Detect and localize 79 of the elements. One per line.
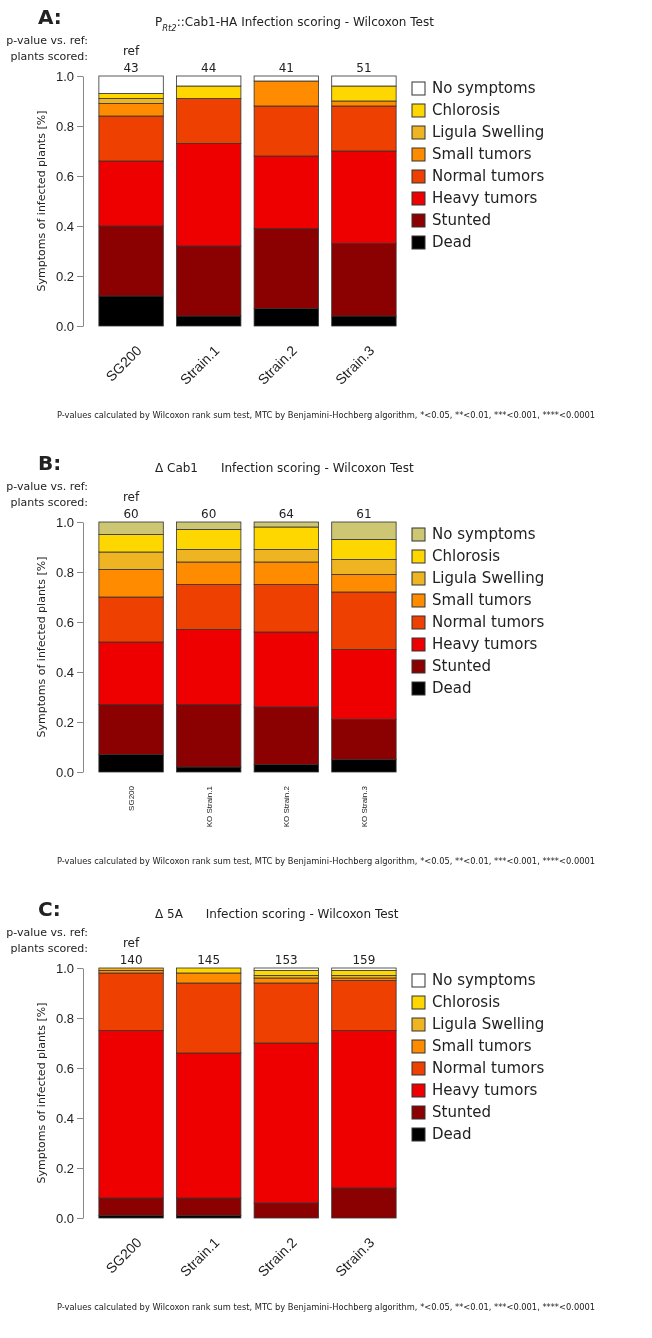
- text: 145: [197, 953, 221, 967]
- y-tick-label: 0.2: [55, 1160, 74, 1176]
- x-tick-label: SG200: [126, 785, 136, 811]
- text: 159: [352, 953, 376, 967]
- text: P-values calculated by Wilcoxon rank sum test, MTC by Benjamini-Hochberg algorithm, *<0.05, **<0.01, ***<0.001, ****<0.0001: [56, 856, 596, 866]
- legend-label: Chlorosis: [432, 547, 501, 565]
- y-tick-label: 0.8: [55, 118, 74, 134]
- legend-label: Ligula Swelling: [432, 569, 545, 587]
- text: C:: [38, 897, 61, 921]
- y-tick-label: 0.4: [55, 1110, 74, 1126]
- y-tick-label: 0.8: [55, 1010, 74, 1026]
- y-tick-label: 0.6: [55, 168, 74, 184]
- legend-label: Stunted: [432, 657, 492, 675]
- y-tick-label: 0.8: [55, 564, 74, 580]
- legend-label: Heavy tumors: [432, 189, 538, 207]
- text: 61: [356, 507, 372, 521]
- legend-label: Dead: [432, 679, 472, 697]
- legend-label: Dead: [432, 233, 472, 251]
- chart-title: Δ 5A Infection scoring - Wilcoxon Test: [155, 907, 399, 921]
- y-axis-title: Symptoms of infected plants [%]: [35, 556, 48, 738]
- text: 60: [201, 507, 217, 521]
- legend-label: Chlorosis: [432, 993, 501, 1011]
- legend-label: Ligula Swelling: [432, 1015, 545, 1033]
- text: P-values calculated by Wilcoxon rank sum test, MTC by Benjamini-Hochberg algorithm, *<0.05, **<0.01, ***<0.001, ****<0.0001: [56, 410, 596, 420]
- text: ref: [122, 936, 140, 950]
- y-tick-label: 0.4: [55, 218, 74, 234]
- y-tick-label: 0.0: [55, 764, 74, 780]
- text: 64: [278, 507, 294, 521]
- text: 60: [123, 507, 139, 521]
- text: 140: [119, 953, 143, 967]
- text: p-value vs. ref:: [6, 34, 88, 47]
- text: plants scored:: [10, 496, 88, 509]
- text: p-value vs. ref:: [6, 480, 88, 493]
- legend-label: Normal tumors: [432, 613, 545, 631]
- text: 51: [356, 61, 372, 75]
- text: 44: [201, 61, 217, 75]
- legend-label: No symptoms: [432, 525, 536, 543]
- chart-title: P$_{Rt2}$::Cab1-HA Infection scoring - Wilcoxon Test: [155, 15, 435, 33]
- text: P-values calculated by Wilcoxon rank sum test, MTC by Benjamini-Hochberg algorithm, *<0.05, **<0.01, ***<0.001, ****<0.0001: [56, 1302, 596, 1312]
- y-tick-label: 0.6: [55, 614, 74, 630]
- text: plants scored:: [10, 50, 88, 63]
- chart-title: Δ Cab1 Infection scoring - Wilcoxon Test: [155, 461, 414, 475]
- text: p-value vs. ref:: [6, 926, 88, 939]
- y-tick-label: 0.4: [55, 664, 74, 680]
- x-tick-label: KO Strain.1: [204, 785, 214, 828]
- legend-label: Stunted: [432, 1103, 492, 1121]
- legend-label: Normal tumors: [432, 167, 545, 185]
- y-tick-label: 1.0: [55, 68, 74, 84]
- text: plants scored:: [10, 942, 88, 955]
- text: ref: [122, 490, 140, 504]
- legend-label: Small tumors: [432, 591, 532, 609]
- legend-label: Ligula Swelling: [432, 123, 545, 141]
- y-tick-label: 1.0: [55, 960, 74, 976]
- legend-label: Small tumors: [432, 145, 532, 163]
- text: 41: [278, 61, 294, 75]
- text: B:: [38, 451, 62, 475]
- legend-label: No symptoms: [432, 971, 536, 989]
- y-tick-label: 0.0: [55, 1210, 74, 1226]
- x-tick-label: KO Strain.3: [359, 785, 369, 828]
- legend-label: Small tumors: [432, 1037, 532, 1055]
- y-tick-label: 0.0: [55, 318, 74, 334]
- text: A:: [38, 5, 62, 29]
- text: ref: [122, 44, 140, 58]
- y-tick-label: 1.0: [55, 514, 74, 530]
- legend-label: Normal tumors: [432, 1059, 545, 1077]
- x-tick-label: KO Strain.2: [282, 785, 292, 828]
- legend-label: Heavy tumors: [432, 635, 538, 653]
- text: 153: [274, 953, 298, 967]
- y-axis-title: Symptoms of infected plants [%]: [35, 1002, 48, 1184]
- text: 43: [123, 61, 139, 75]
- legend-label: Chlorosis: [432, 101, 501, 119]
- y-tick-label: 0.6: [55, 1060, 74, 1076]
- legend-label: Dead: [432, 1125, 472, 1143]
- legend-label: No symptoms: [432, 79, 536, 97]
- y-axis-title: Symptoms of infected plants [%]: [35, 110, 48, 292]
- y-tick-label: 0.2: [55, 268, 74, 284]
- legend-label: Stunted: [432, 211, 492, 229]
- y-tick-label: 0.2: [55, 714, 74, 730]
- legend-label: Heavy tumors: [432, 1081, 538, 1099]
